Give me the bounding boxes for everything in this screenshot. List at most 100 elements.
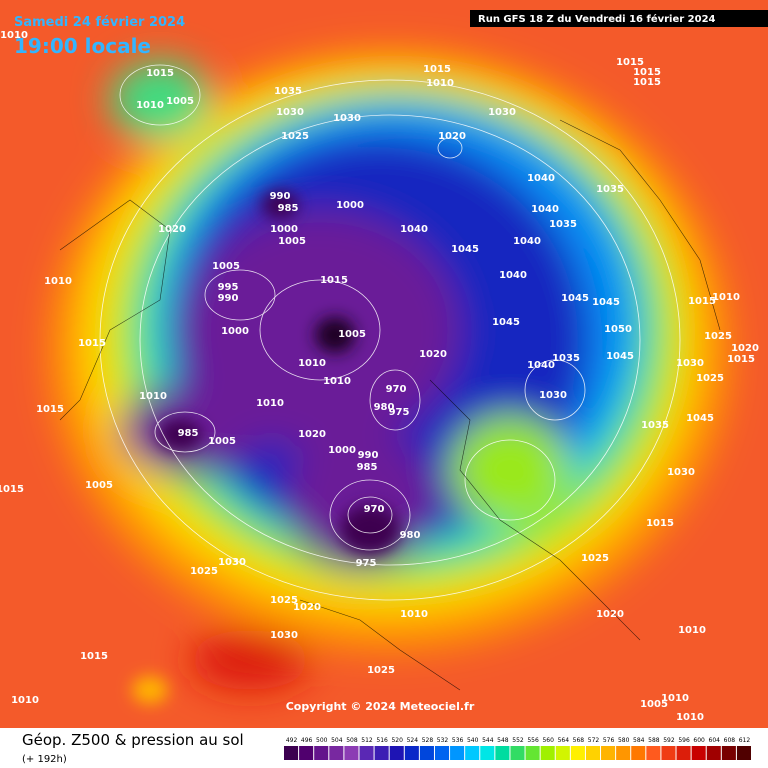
isobar-label: 1010 (676, 712, 704, 723)
scale-label: 584 (633, 737, 645, 744)
scale-label: 600 (693, 737, 705, 744)
isobar-label: 1040 (527, 173, 555, 184)
isobar-label: 1025 (704, 331, 732, 342)
scale-swatch (601, 746, 616, 760)
isobar-label: 990 (270, 191, 291, 202)
isobar-label: 1005 (208, 436, 236, 447)
isobar-label: 1030 (276, 107, 304, 118)
scale-label: 612 (739, 737, 751, 744)
isobar-label: 1010 (323, 376, 351, 387)
scale-swatch (691, 746, 706, 760)
scale-label: 556 (527, 737, 539, 744)
isobar-label: 1030 (218, 557, 246, 568)
isobar-label: 1030 (488, 107, 516, 118)
scale-swatch (661, 746, 676, 760)
isobar-label: 1010 (44, 276, 72, 287)
isobar-label: 1010 (678, 625, 706, 636)
isobar-label: 985 (178, 428, 199, 439)
isobar-label: 1015 (320, 275, 348, 286)
isobar-label: 970 (386, 384, 407, 395)
isobar-label: 1015 (633, 77, 661, 88)
isobar-label: 1015 (688, 296, 716, 307)
scale-swatch (419, 746, 434, 760)
scale-swatch (570, 746, 585, 760)
isobar-label: 1025 (367, 665, 395, 676)
isobar-label: 1015 (146, 68, 174, 79)
scale-label: 604 (709, 737, 721, 744)
isobar-label: 1040 (499, 270, 527, 281)
scale-label: 512 (361, 737, 373, 744)
scale-swatch (555, 746, 570, 760)
isobar-label: 1015 (727, 354, 755, 365)
map-field (0, 0, 768, 728)
copyright: Copyright © 2024 Meteociel.fr (286, 700, 475, 713)
scale-swatch (299, 746, 314, 760)
isobar-label: 1010 (426, 78, 454, 89)
isobar-label: 1015 (36, 404, 64, 415)
scale-swatch (374, 746, 389, 760)
isobar-label: 1020 (731, 343, 759, 354)
scale-swatch (585, 746, 601, 760)
scale-swatch (465, 746, 480, 760)
isobar-label: 1025 (190, 566, 218, 577)
scale-swatch (721, 746, 736, 760)
scale-label: 540 (467, 737, 479, 744)
isobar-label: 1025 (270, 595, 298, 606)
isobar-label: 1010 (0, 30, 28, 41)
isobar-label: 1020 (158, 224, 186, 235)
isobar-label: 1020 (596, 609, 624, 620)
scale-label: 504 (331, 737, 343, 744)
isobar-label: 1035 (552, 353, 580, 364)
scale-swatch (344, 746, 359, 760)
isobar-label: 1045 (686, 413, 714, 424)
scale-swatch (284, 746, 299, 760)
scale-label: 496 (301, 737, 313, 744)
isobar-label: 970 (364, 504, 385, 515)
valid-date: Samedi 24 février 2024 (14, 15, 185, 30)
isobar-label: 1020 (293, 602, 321, 613)
isobar-label: 1010 (712, 292, 740, 303)
isobar-label: 1040 (513, 236, 541, 247)
isobar-label: 1035 (641, 420, 669, 431)
isobar-label: 1005 (338, 329, 366, 340)
isobar-label: 1005 (212, 261, 240, 272)
scale-label: 572 (588, 737, 600, 744)
scale-label: 592 (663, 737, 675, 744)
isobar-label: 1025 (696, 373, 724, 384)
scale-swatch (389, 746, 404, 760)
isobar-label: 1040 (527, 360, 555, 371)
isobar-label: 1010 (298, 358, 326, 369)
isobar-label: 1015 (616, 57, 644, 68)
isobar-label: 1005 (640, 699, 668, 710)
isobar-label: 1010 (400, 609, 428, 620)
scale-label: 508 (346, 737, 358, 744)
scale-label: 516 (376, 737, 388, 744)
footer-title: Géop. Z500 & pression au sol (22, 731, 244, 749)
isobar-label: 1015 (646, 518, 674, 529)
isobar-label: 1010 (136, 100, 164, 111)
scale-swatch (646, 746, 661, 760)
scale-label: 536 (452, 737, 464, 744)
isobar-label: 985 (357, 462, 378, 473)
color-scale: 492 496 500 504 508 512 516 520 524 528 532 536 540 5… (284, 737, 751, 760)
isobar-label: 1050 (604, 324, 632, 335)
scale-label: 528 (422, 737, 434, 744)
isobar-label: 1045 (561, 293, 589, 304)
scale-swatch (736, 746, 751, 760)
scale-swatch (434, 746, 450, 760)
scale-swatch (540, 746, 555, 760)
isobar-label: 1030 (333, 113, 361, 124)
isobar-label: 1040 (400, 224, 428, 235)
isobar-label: 1035 (596, 184, 624, 195)
isobar-label: 1005 (85, 480, 113, 491)
scale-label: 596 (678, 737, 690, 744)
scale-swatch (359, 746, 374, 760)
scale-swatch (616, 746, 631, 760)
isobar-label: 1030 (676, 358, 704, 369)
isobar-label: 1020 (298, 429, 326, 440)
scale-label: 552 (512, 737, 524, 744)
scale-swatch (314, 746, 329, 760)
scale-label: 588 (648, 737, 660, 744)
isobar-label: 1015 (423, 64, 451, 75)
